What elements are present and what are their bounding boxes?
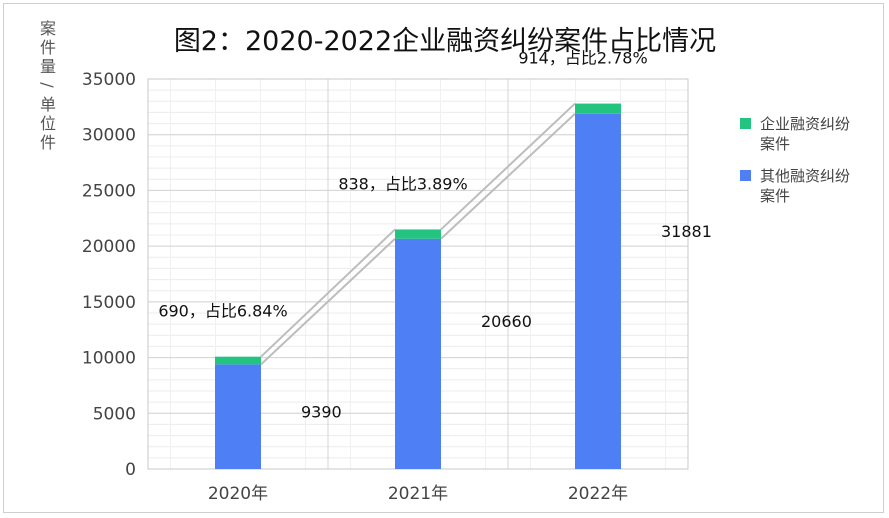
bar-enterprise-financing bbox=[575, 103, 621, 114]
y-axis-label-char: 量 bbox=[40, 57, 56, 76]
bar-enterprise-financing bbox=[215, 356, 261, 365]
bar-other-financing bbox=[395, 238, 441, 469]
legend-label: 案件 bbox=[760, 187, 790, 205]
y-tick-label: 25000 bbox=[82, 181, 136, 201]
y-axis-label-char: 案 bbox=[40, 19, 56, 38]
y-tick-label: 30000 bbox=[82, 126, 136, 146]
y-axis-ticks: 0 5000 10000 15000 20000 25000 30000 35000 bbox=[82, 70, 136, 480]
y-tick-label: 20000 bbox=[82, 237, 136, 257]
bar-other-financing bbox=[575, 113, 621, 469]
data-label-enterprise: 914，占比2.78% bbox=[518, 49, 647, 68]
y-tick-label: 15000 bbox=[82, 293, 136, 313]
x-tick-label: 2022年 bbox=[568, 484, 628, 504]
legend-label: 案件 bbox=[760, 135, 790, 153]
legend-swatch bbox=[740, 170, 751, 181]
y-axis-label-char: / bbox=[38, 82, 57, 88]
data-label-other: 31881 bbox=[661, 222, 712, 241]
legend-label: 企业融资纠纷 bbox=[760, 115, 850, 133]
data-labels: 9390 690，占比6.84% 20660 838，占比3.89% 31881 914，… bbox=[158, 49, 712, 422]
data-label-enterprise: 838，占比3.89% bbox=[338, 174, 467, 193]
connector-line-enterprise bbox=[440, 102, 576, 231]
bar-other-financing bbox=[215, 364, 261, 469]
x-axis-ticks: 2020年 2021年 2022年 bbox=[208, 484, 628, 504]
bar-enterprise-financing bbox=[395, 229, 441, 239]
connector-line-enterprise bbox=[260, 228, 396, 358]
data-label-enterprise: 690，占比6.84% bbox=[158, 302, 287, 321]
data-label-other: 20660 bbox=[481, 312, 532, 331]
x-tick-label: 2020年 bbox=[208, 484, 268, 504]
y-axis-label-char: 单 bbox=[40, 95, 56, 114]
x-tick-label: 2021年 bbox=[388, 484, 448, 504]
y-tick-label: 35000 bbox=[82, 70, 136, 90]
y-axis-label-char: 件 bbox=[40, 133, 56, 152]
connector-line-other bbox=[440, 113, 576, 240]
bars bbox=[215, 103, 621, 469]
chart-title: 图2：2020-2022企业融资纠纷案件占比情况 bbox=[174, 26, 716, 57]
y-tick-label: 0 bbox=[125, 460, 136, 480]
y-tick-label: 10000 bbox=[82, 349, 136, 369]
y-axis-label-char: 件 bbox=[40, 38, 56, 57]
y-tick-label: 5000 bbox=[93, 404, 136, 424]
legend-swatch bbox=[740, 118, 751, 129]
series-connector-lines bbox=[260, 102, 576, 366]
chart-frame bbox=[3, 3, 884, 513]
legend-label: 其他融资纠纷 bbox=[760, 167, 850, 185]
data-label-other: 9390 bbox=[301, 403, 342, 422]
connector-line-other bbox=[260, 238, 396, 366]
y-axis-label: 案件量/单位件 bbox=[38, 19, 57, 152]
y-axis-label-char: 位 bbox=[40, 114, 56, 133]
